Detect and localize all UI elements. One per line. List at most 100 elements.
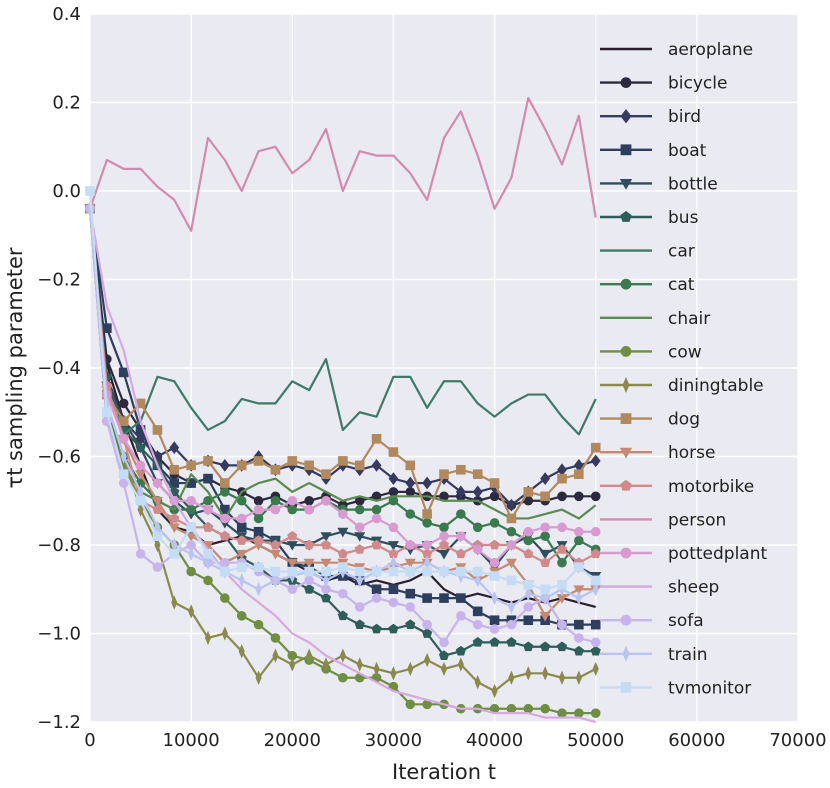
legend-label: bottle	[668, 174, 718, 194]
legend-label: car	[668, 242, 695, 262]
data-point-bus	[405, 619, 416, 629]
legend-item-aeroplane: aeroplane	[600, 40, 753, 60]
data-point-dog	[169, 464, 180, 475]
data-point-boat	[203, 473, 213, 484]
y-tick-label: 0.0	[52, 181, 81, 202]
data-point-dog	[523, 487, 534, 497]
data-point-pottedplant	[506, 540, 517, 550]
legend-item-bottle: bottle	[600, 174, 718, 194]
data-point-motorbike	[590, 548, 601, 559]
data-point-tvmonitor	[557, 580, 567, 590]
data-point-horse	[539, 611, 551, 622]
data-point-cat	[405, 509, 416, 519]
data-point-bird	[388, 472, 399, 486]
series-bus	[84, 203, 601, 660]
data-point-motorbike	[337, 548, 348, 559]
data-point-dog	[270, 464, 281, 475]
data-point-bus	[354, 619, 365, 629]
data-point-diningtable	[457, 657, 464, 672]
data-point-tvmonitor	[371, 566, 382, 577]
data-point-dog	[338, 456, 348, 466]
data-point-pottedplant	[371, 513, 382, 524]
data-point-diningtable	[306, 648, 313, 663]
data-point-bicycle	[388, 487, 399, 497]
legend-marker	[619, 178, 633, 190]
data-point-tvmonitor	[472, 566, 483, 577]
legend-marker	[620, 682, 632, 693]
x-tick-label: 40000	[466, 730, 523, 751]
data-point-boat	[371, 584, 382, 595]
series-cat	[85, 203, 601, 568]
data-point-diningtable	[542, 666, 549, 681]
data-point-diningtable	[407, 661, 414, 677]
legend-marker	[620, 345, 632, 357]
data-point-bicycle	[304, 495, 314, 506]
data-point-train	[272, 573, 279, 588]
data-point-sofa	[388, 597, 399, 608]
legend-label: dog	[668, 410, 700, 430]
data-point-cat	[354, 504, 365, 515]
legend-item-horse: horse	[600, 443, 715, 463]
legend-label: horse	[668, 443, 715, 463]
legend-item-diningtable: diningtable	[600, 376, 764, 396]
x-tick-label: 30000	[365, 730, 422, 751]
data-point-pottedplant	[321, 495, 331, 506]
data-point-train	[255, 582, 262, 597]
data-point-cat	[506, 526, 517, 537]
data-point-diningtable	[491, 683, 498, 699]
data-point-pottedplant	[287, 495, 298, 506]
data-point-pottedplant	[523, 526, 534, 537]
data-point-motorbike	[219, 530, 230, 541]
data-point-motorbike	[320, 539, 332, 550]
data-point-bottle	[354, 532, 366, 542]
data-point-bottle	[387, 541, 399, 551]
data-point-bus	[422, 628, 433, 638]
data-point-pottedplant	[472, 544, 483, 555]
data-point-cat	[287, 504, 298, 515]
data-point-cow	[574, 708, 584, 718]
data-point-bus	[590, 645, 601, 656]
data-point-tvmonitor	[439, 566, 449, 577]
data-point-boat	[388, 584, 399, 595]
x-tick-label: 0	[84, 730, 95, 751]
data-point-horse	[151, 496, 163, 507]
data-point-bus	[573, 645, 584, 656]
data-point-dog	[574, 469, 584, 479]
data-point-motorbike	[556, 544, 568, 554]
legend-label: bird	[668, 107, 701, 127]
data-point-sofa	[456, 610, 466, 621]
data-point-cow	[203, 575, 213, 586]
data-point-dog	[236, 460, 247, 471]
legend-label: person	[668, 510, 726, 530]
data-point-diningtable	[154, 537, 161, 553]
data-point-tvmonitor	[85, 186, 95, 196]
data-point-boat	[118, 367, 129, 378]
legend-marker	[620, 413, 632, 425]
data-point-motorbike	[304, 539, 315, 550]
legend-item-bus: bus	[600, 208, 699, 228]
data-point-diningtable	[474, 674, 481, 690]
legend-marker	[622, 645, 630, 662]
data-point-diningtable	[558, 670, 566, 685]
data-point-horse	[303, 558, 315, 569]
series-tvmonitor	[85, 186, 601, 595]
data-point-diningtable	[289, 657, 296, 672]
data-point-sofa	[354, 602, 365, 612]
data-point-horse	[286, 558, 298, 569]
data-point-sofa	[135, 549, 146, 559]
data-point-tvmonitor	[102, 407, 112, 418]
data-point-tvmonitor	[489, 571, 500, 581]
data-point-train	[238, 573, 245, 588]
data-point-motorbike	[371, 539, 382, 550]
data-point-cat	[220, 487, 230, 497]
data-point-diningtable	[390, 666, 397, 681]
series-layer	[84, 96, 602, 724]
x-tick-label: 70000	[769, 730, 826, 751]
data-point-dog	[405, 460, 416, 471]
y-tick-label: −0.4	[37, 358, 81, 379]
data-point-bird	[506, 498, 517, 512]
data-point-cow	[186, 566, 196, 577]
data-point-motorbike	[523, 548, 534, 559]
legend-item-bicycle: bicycle	[600, 74, 727, 94]
